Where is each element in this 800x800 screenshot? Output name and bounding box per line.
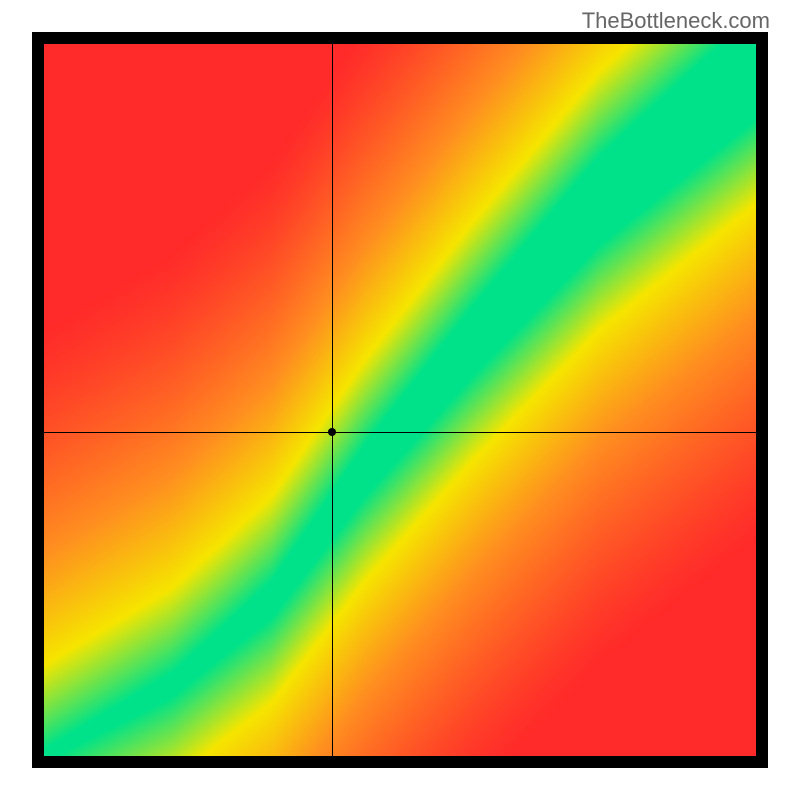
crosshair-marker [328, 428, 336, 436]
heatmap-canvas [44, 44, 756, 756]
plot-frame [32, 32, 768, 768]
crosshair-horizontal [44, 432, 756, 433]
crosshair-vertical [332, 44, 333, 756]
watermark-text: TheBottleneck.com [582, 8, 770, 34]
container: TheBottleneck.com [0, 0, 800, 800]
plot-inner [44, 44, 756, 756]
